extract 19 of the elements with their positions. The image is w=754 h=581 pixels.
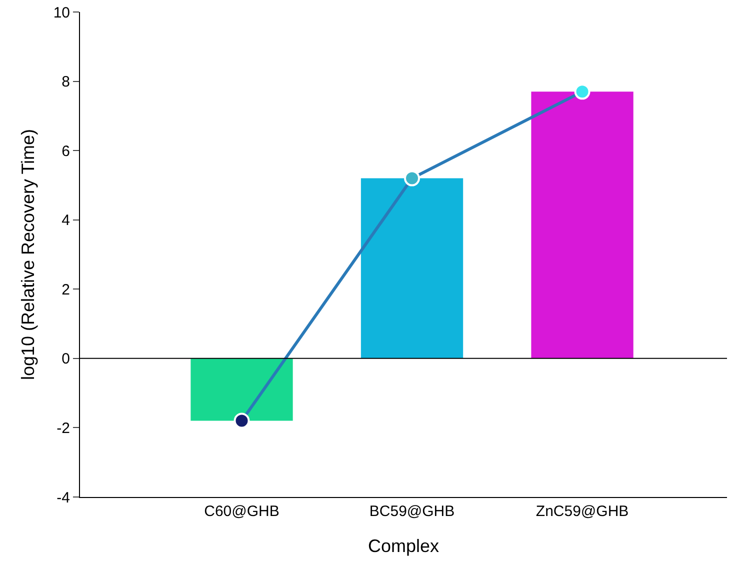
y-tick-label: -2 bbox=[56, 420, 70, 437]
y-axis-title: log10 (Relative Recovery Time) bbox=[18, 128, 38, 380]
y-tick-label: 6 bbox=[62, 142, 70, 160]
y-tick-label: 0 bbox=[62, 350, 70, 368]
point bbox=[404, 170, 420, 186]
bar bbox=[531, 92, 634, 358]
bar bbox=[360, 178, 464, 358]
x-axis-title: Complex bbox=[368, 536, 440, 556]
y-tick-label: 8 bbox=[62, 74, 70, 91]
y-tick-label: 10 bbox=[53, 4, 70, 22]
x-tick-label: ZnC59@GHB bbox=[536, 503, 629, 520]
y-tick-label: 4 bbox=[62, 212, 70, 230]
y-tick-label: -4 bbox=[56, 489, 70, 506]
x-tick-label: BC59@GHB bbox=[369, 503, 455, 520]
x-tick-label: C60@GHB bbox=[204, 503, 280, 520]
point bbox=[574, 84, 590, 100]
bar bbox=[190, 358, 293, 421]
y-tick-label: 2 bbox=[62, 281, 70, 298]
point bbox=[234, 412, 250, 429]
